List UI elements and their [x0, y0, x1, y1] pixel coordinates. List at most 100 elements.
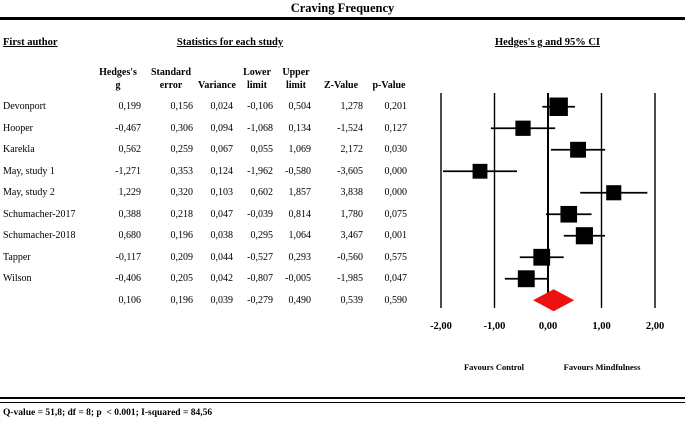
- table-cell: -0,117: [115, 251, 141, 263]
- axis-tick-label: 2,00: [646, 321, 664, 332]
- table-cell: 2,172: [340, 144, 364, 156]
- table-cell: 0,047: [210, 208, 234, 220]
- table-cell: 0,103: [210, 187, 234, 199]
- table-cell: -1,524: [337, 122, 363, 134]
- table-cell: 1,278: [340, 101, 364, 113]
- stats-table-body: Devonport 0,199 0,156 0,024 -0,106 0,504 1,278…: [3, 96, 411, 311]
- table-cell: 0,196: [170, 230, 194, 242]
- forest-plot-canvas: -2,00 -1,00 0,00 1,00 2,00: [430, 93, 664, 332]
- table-cell: 0,218: [170, 208, 194, 220]
- table-cell: 0,209: [170, 251, 194, 263]
- table-cell: 1,064: [288, 230, 312, 242]
- column-header-statistics: Statistics for each study: [176, 37, 284, 48]
- table-cell: 0,306: [170, 122, 194, 134]
- table-cell: 0,044: [210, 251, 234, 263]
- axis-tick-label: -2,00: [430, 321, 452, 332]
- subheader-standard-error: Standard error: [150, 67, 191, 91]
- table-cell: -0,005: [285, 273, 311, 285]
- table-cell: 1,069: [288, 144, 312, 156]
- table-cell: 0,504: [288, 101, 312, 113]
- favours-control-label: Favours Control: [463, 362, 525, 372]
- effect-square: [533, 248, 551, 266]
- table-cell: 0,047: [384, 273, 408, 285]
- cell-first-author: Schumacher-2017: [3, 208, 76, 220]
- table-row: Schumacher-2018 0,680 0,196 0,038 0,295 1,064…: [3, 225, 411, 247]
- cell-first-author: Devonport: [3, 101, 46, 113]
- cell-first-author: May, study 1: [3, 165, 55, 177]
- table-cell: 0,000: [384, 165, 408, 177]
- table-cell: -0,580: [285, 165, 311, 177]
- table-cell: 0,575: [384, 251, 408, 263]
- table-cell: 0,039: [210, 294, 234, 306]
- stats-subheader-row: Hedges's g Standard error Variance Lower…: [3, 54, 411, 92]
- table-cell: -0,560: [337, 251, 363, 263]
- top-rule-divider: [0, 17, 685, 20]
- table-row: Schumacher-2017 0,388 0,218 0,047 -0,039 0,81…: [3, 204, 411, 226]
- subheader-hedges-g: Hedges's g: [99, 67, 137, 91]
- table-cell: -0,279: [247, 294, 273, 306]
- subheader-lower-limit: Lower limit: [243, 67, 271, 91]
- effect-square: [517, 270, 535, 288]
- table-cell: 0,295: [250, 230, 274, 242]
- table-cell: -1,962: [247, 165, 273, 177]
- column-header-plot: Hedges's g and 95% CI: [494, 37, 600, 48]
- subheader-variance: Variance: [198, 79, 236, 91]
- cell-first-author: May, study 2: [3, 187, 55, 199]
- cell-first-author: Tapper: [3, 251, 31, 263]
- subheader-z-value: Z-Value: [323, 79, 359, 91]
- table-cell: 0,094: [210, 122, 234, 134]
- effect-square: [606, 185, 622, 201]
- effect-square: [575, 227, 593, 245]
- summary-diamond: [533, 289, 575, 312]
- table-cell: 0,680: [118, 230, 142, 242]
- table-cell: 0,590: [384, 294, 408, 306]
- table-cell: 0,127: [384, 122, 408, 134]
- figure-title: Craving Frequency: [290, 1, 395, 15]
- cell-first-author: Schumacher-2018: [3, 230, 76, 242]
- table-cell: 0,353: [170, 165, 194, 177]
- effect-square: [472, 163, 488, 179]
- table-cell: 0,196: [170, 294, 194, 306]
- table-cell: -0,406: [115, 273, 141, 285]
- table-cell: 0,106: [118, 294, 142, 306]
- table-cell: -0,106: [247, 101, 273, 113]
- table-row-summary: 0,106 0,196 0,039 -0,279 0,490 0,539 0,590: [3, 290, 411, 312]
- table-cell: -0,467: [115, 122, 141, 134]
- effect-square: [549, 97, 568, 116]
- table-cell: 0,320: [170, 187, 194, 199]
- column-header-first-author: First author: [3, 37, 58, 48]
- subheader-upper-limit: Upper limit: [282, 67, 310, 91]
- table-cell: 0,030: [384, 144, 408, 156]
- table-cell: 0,562: [118, 144, 142, 156]
- table-cell: 0,134: [288, 122, 312, 134]
- table-cell: 3,467: [340, 230, 364, 242]
- table-cell: 1,857: [288, 187, 312, 199]
- table-row: May, study 1 -1,271 0,353 0,124 -1,962 -0,580…: [3, 161, 411, 183]
- table-row: Wilson -0,406 0,205 0,042 -0,807 -0,005 -1,985…: [3, 268, 411, 290]
- cell-first-author: Hooper: [3, 122, 33, 134]
- table-cell: 0,199: [118, 101, 142, 113]
- effect-square: [560, 205, 578, 223]
- table-cell: -0,527: [247, 251, 273, 263]
- table-cell: 0,055: [250, 144, 274, 156]
- table-cell: 0,067: [210, 144, 234, 156]
- table-cell: 1,229: [118, 187, 142, 199]
- table-cell: 0,293: [288, 251, 312, 263]
- table-cell: 0,490: [288, 294, 312, 306]
- axis-tick-label: -1,00: [484, 321, 506, 332]
- axis-tick-label: 0,00: [539, 321, 557, 332]
- table-cell: 0,042: [210, 273, 234, 285]
- bottom-rule-divider: [0, 397, 685, 403]
- table-cell: 0,205: [170, 273, 194, 285]
- table-cell: 0,124: [210, 165, 234, 177]
- axis-tick-label: 1,00: [592, 321, 610, 332]
- table-row: Hooper -0,467 0,306 0,094 -1,068 0,134 -1,524 0…: [3, 118, 411, 140]
- subheader-p-value: p-Value: [372, 79, 406, 91]
- table-cell: 0,001: [384, 230, 408, 242]
- effect-square: [570, 141, 586, 158]
- table-cell: 0,075: [384, 208, 408, 220]
- table-cell: 0,201: [384, 101, 408, 113]
- table-cell: 0,000: [384, 187, 408, 199]
- cell-first-author: Wilson: [3, 273, 32, 285]
- table-cell: -1,068: [247, 122, 273, 134]
